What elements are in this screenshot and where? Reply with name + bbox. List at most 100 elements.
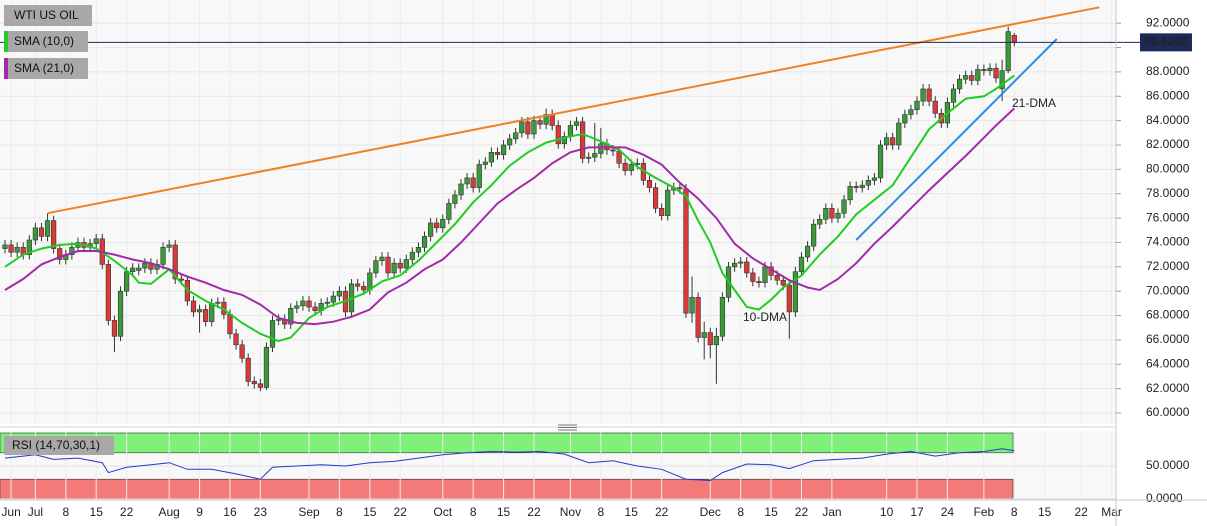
candle-body [932, 100, 938, 114]
y-tick-label: 68.0000 [1146, 308, 1190, 322]
candle-body [896, 122, 902, 146]
legend-box[interactable] [4, 58, 88, 79]
y-tick-label: 76.0000 [1146, 210, 1190, 224]
candle-body [136, 267, 142, 271]
candle-body [288, 307, 294, 325]
grid [0, 0, 1116, 500]
candle-body [652, 187, 659, 209]
sma-line [4, 107, 1015, 326]
candle-body [227, 314, 233, 335]
y-tick-label: 92.0000 [1146, 15, 1190, 29]
candle-body [549, 114, 555, 126]
x-tick-label: 9 [196, 505, 203, 519]
candle-body [573, 121, 580, 126]
y-tick-label: 88.0000 [1146, 64, 1190, 78]
candle-body [257, 383, 263, 388]
y-tick-label: 86.0000 [1146, 88, 1190, 102]
candle-body [871, 177, 878, 181]
x-tick-label: 22 [655, 505, 669, 519]
candle-body [908, 109, 914, 115]
x-tick-label: 22 [120, 505, 134, 519]
candle-body [196, 309, 203, 313]
candle-body [610, 149, 616, 152]
candle-body [513, 132, 519, 140]
candle-body [646, 180, 653, 188]
x-tick-label: 15 [497, 505, 511, 519]
candle-body [926, 88, 932, 102]
candle-body [452, 194, 458, 204]
candle-body [203, 309, 209, 322]
x-tick-label: 15 [1038, 505, 1052, 519]
x-tick-label: 22 [795, 505, 809, 519]
candle-body [719, 296, 726, 337]
candle-body [622, 162, 628, 171]
x-tick-label: 24 [941, 505, 955, 519]
candle-body [482, 161, 488, 165]
x-tick-label: Oct [433, 505, 452, 519]
x-tick-label: 15 [764, 505, 778, 519]
candle-body [488, 151, 495, 163]
candle-body [336, 290, 343, 297]
candle-body [567, 125, 574, 137]
candle-body [659, 208, 665, 216]
x-tick-label: Nov [560, 505, 581, 519]
candle-body [543, 114, 549, 125]
candle-body [427, 222, 434, 237]
resize-handle [558, 424, 577, 431]
candle-body [531, 120, 537, 135]
candle-body [124, 271, 130, 292]
candle-body [744, 261, 750, 274]
candle-body [409, 251, 415, 260]
annotation: 10-DMA [743, 310, 787, 324]
candle-body [853, 186, 859, 188]
candle-body [835, 212, 841, 219]
candle-body [111, 320, 118, 337]
candle-body [421, 236, 428, 248]
x-tick-label: Jun [1, 505, 20, 519]
candle-body [920, 88, 926, 102]
candle-body [117, 290, 124, 337]
last-price-box [1140, 33, 1192, 52]
candle-body [780, 279, 786, 286]
candle-body [950, 88, 957, 103]
legend-box[interactable] [4, 31, 88, 52]
legend-swatch [4, 31, 8, 52]
candle-body [397, 262, 403, 269]
legend: WTI US OIL SMA (10,0) SMA (21,0) RSI (14… [4, 5, 114, 455]
candle-body [579, 121, 586, 159]
candle-body [750, 272, 756, 282]
candle-body [1011, 35, 1017, 43]
candle-body [379, 256, 385, 262]
y-tick-label: 66.0000 [1146, 332, 1190, 346]
candle-body [902, 114, 908, 124]
candle-body [44, 220, 51, 237]
marks: 60.0000 62.0000 64.0000 66.0000 68.0000 70.00… [0, 6, 1192, 519]
x-tick-label: 15 [363, 505, 377, 519]
candle-body [616, 150, 622, 164]
candle-body [841, 199, 847, 214]
candle-body [190, 300, 197, 313]
legend-box[interactable] [4, 436, 114, 455]
y-tick-label: 84.0000 [1146, 113, 1190, 127]
candle-body [823, 208, 829, 220]
candle-body [8, 244, 14, 253]
candle-body [57, 248, 63, 260]
last-price-label: 90.4240 [1144, 35, 1188, 49]
x-tick-label: Dec [700, 505, 721, 519]
candle-body [69, 247, 75, 255]
candle-body [294, 305, 300, 309]
candle-body [2, 244, 8, 249]
candle-body [555, 125, 561, 145]
main-plot-bg [0, 0, 1116, 424]
candle-body [774, 275, 780, 281]
candle-body [324, 301, 330, 304]
candle-body [269, 320, 276, 348]
x-tick-label: 8 [336, 505, 343, 519]
candle-body [51, 220, 57, 249]
candle-body [476, 164, 482, 188]
candle-body [792, 271, 798, 313]
candle-body [215, 301, 221, 304]
candle-body [434, 222, 440, 229]
x-tick-label: Jan [822, 505, 841, 519]
